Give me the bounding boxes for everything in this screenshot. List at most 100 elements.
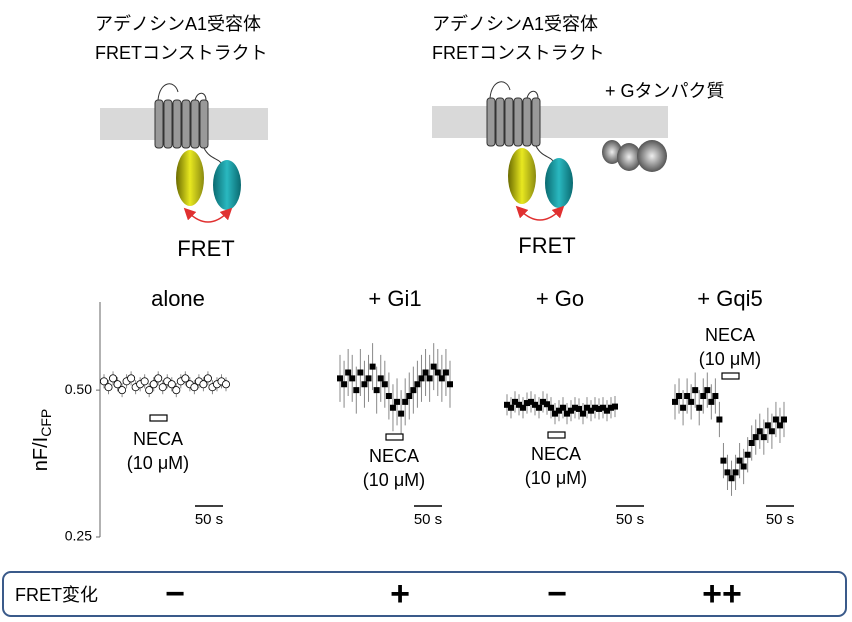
point [612,403,618,410]
diagram-title: FRETコンストラクト [95,43,268,63]
fret-change: + [390,575,410,613]
point [516,401,522,408]
fret-change: − [547,575,567,613]
point [221,380,230,389]
point [520,404,526,411]
summary-label: FRET変化 [15,585,98,605]
point [732,469,739,476]
point [768,428,775,435]
point [764,422,771,429]
fret-arrow [515,205,565,221]
point [756,428,763,435]
point [708,398,715,405]
point [109,374,118,383]
panel-title: alone [151,286,205,311]
fret-change: ++ [702,575,742,613]
point [576,405,582,412]
point [536,404,542,411]
point [736,457,743,464]
point [744,451,751,458]
point [369,363,376,370]
point [381,381,388,388]
point [172,386,181,395]
point [442,369,449,376]
point [438,375,445,382]
stimulus-bar [149,414,168,422]
point [158,383,167,392]
point [349,375,356,382]
point [422,369,429,376]
receptor [486,97,541,147]
point [544,401,550,408]
point [418,375,425,382]
point [100,377,109,386]
scale-bar-label: 50 s [766,511,794,528]
point [728,475,735,482]
stimulus-label: (10 μM) [699,349,761,369]
point [748,440,755,446]
point [580,410,586,417]
diagram-title: アデノシンA1受容体 [95,14,261,34]
point [572,404,578,411]
fret-label: FRET [518,233,575,258]
fret-arrow [183,207,233,223]
point [385,393,392,399]
point [414,381,421,388]
panel-title: + Gqi5 [697,286,762,311]
point [430,363,437,370]
point [692,387,699,394]
stimulus-label: (10 μM) [363,470,425,490]
point [145,386,154,395]
extra-label: + Gタンパク質 [605,81,725,101]
receptor [154,99,209,149]
point [389,404,396,411]
point [149,380,158,389]
stimulus-bar [385,433,404,441]
point [337,375,343,382]
membrane [432,106,668,138]
fret-label: FRET [177,236,234,261]
point [118,386,127,395]
point [688,398,695,405]
point [167,380,176,389]
point [596,405,602,412]
point [552,410,558,417]
diagram: アデノシンA1受容体 FRETコンストラクト FRET [95,14,268,261]
point [781,416,787,423]
point [696,404,703,411]
point [127,374,136,383]
point [353,387,360,394]
point [600,404,606,411]
point [528,398,534,405]
scale-bar-label: 50 s [414,511,442,528]
point [402,398,409,405]
y-tick-label: 0.50 [65,381,92,397]
point [608,404,614,411]
point [560,404,566,411]
point [716,416,723,423]
point [776,422,783,429]
y-label-sub: CFP [38,409,54,437]
stimulus-bar [721,372,740,380]
point [154,374,163,383]
point [377,375,384,382]
yfp [176,150,204,206]
point [113,380,122,389]
y-axis-label: nF/ICFP [30,409,53,471]
point [704,387,711,394]
point [700,393,707,399]
stimulus-bar [547,431,566,439]
point [724,469,731,476]
point [740,463,747,470]
cfp [213,160,241,210]
point [504,401,510,408]
point [410,387,417,394]
point [532,401,538,408]
point [181,374,190,383]
point [584,404,590,411]
point [684,393,691,399]
point [564,410,570,417]
fret-change: − [165,575,185,613]
panel-title: + Go [536,286,584,311]
y-label-main: nF/I [30,437,52,471]
